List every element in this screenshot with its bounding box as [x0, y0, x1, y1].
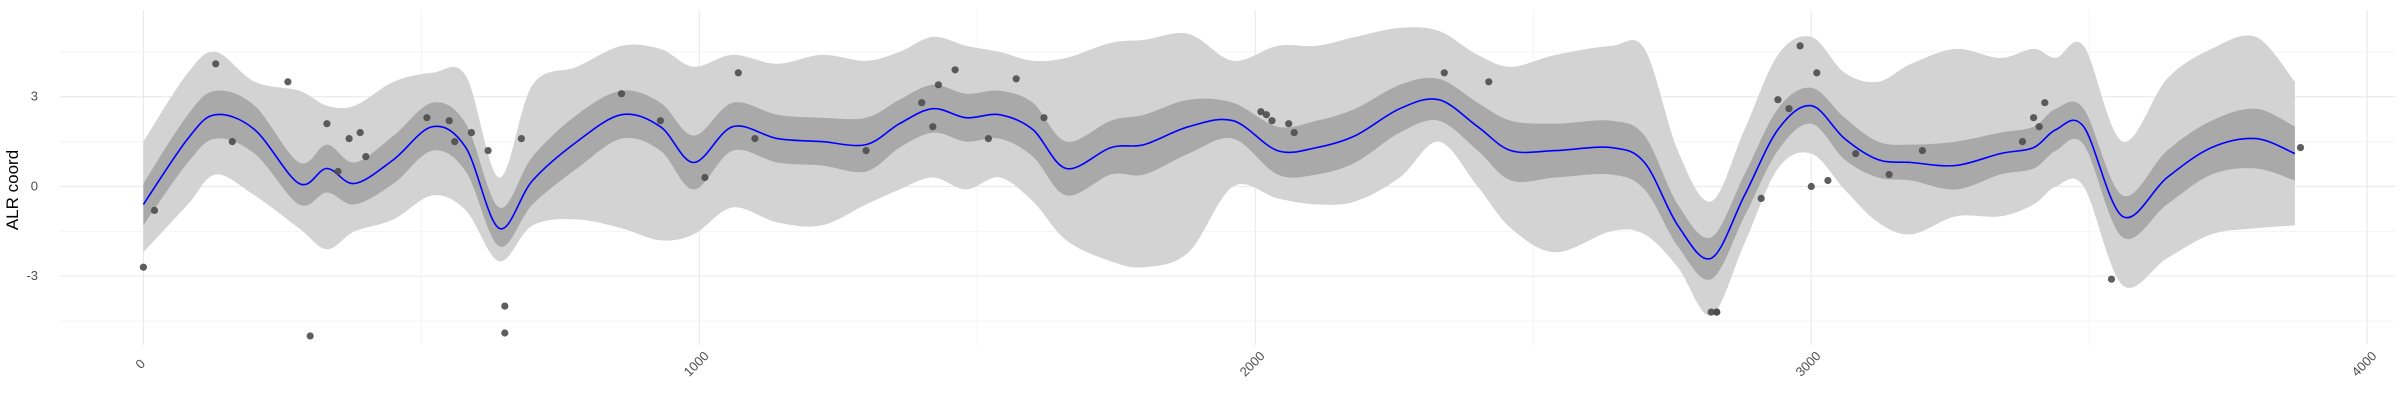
data-point [501, 329, 509, 337]
x-tick-label: 1000 [681, 348, 712, 379]
data-point [1713, 308, 1721, 316]
data-point [656, 117, 665, 125]
data-point [1807, 182, 1815, 191]
outer-band [143, 27, 2295, 316]
inner-band [143, 77, 2295, 280]
data-point [934, 81, 943, 89]
data-point [2296, 144, 2305, 152]
data-point [2107, 275, 2116, 283]
x-tick-labels: 0 1000 2000 3000 4000 [132, 348, 2379, 379]
data-point [284, 78, 292, 86]
data-point [1040, 114, 1048, 122]
data-point [1285, 120, 1293, 128]
data-point [445, 117, 453, 125]
data-point [1918, 147, 1926, 155]
data-point [1885, 170, 1893, 179]
data-point [1707, 308, 1715, 316]
data-point [1012, 75, 1020, 83]
data-point [212, 60, 220, 68]
data-point [228, 138, 236, 146]
data-point [423, 114, 431, 122]
data-point [306, 332, 314, 340]
data-point [451, 138, 459, 146]
data-point [345, 135, 353, 143]
data-point [334, 167, 342, 176]
y-axis-title: ALR coord [3, 150, 22, 230]
data-point [484, 147, 492, 155]
points-layer [139, 42, 2305, 340]
data-point [1290, 129, 1298, 137]
data-point [1757, 194, 1765, 202]
inner-band-layer [143, 77, 2295, 280]
data-point [734, 69, 742, 77]
y-tick-labels: -3 0 3 [26, 89, 38, 283]
data-point [356, 129, 364, 137]
data-point [1852, 150, 1860, 158]
data-point [2030, 114, 2038, 122]
data-point [701, 173, 709, 182]
data-point [862, 147, 870, 155]
data-point [2018, 138, 2027, 146]
data-point [2041, 99, 2049, 107]
data-point [150, 206, 159, 214]
y-tick-label: -3 [26, 268, 38, 283]
data-point [984, 135, 993, 143]
x-tick-label: 0 [132, 356, 148, 372]
y-tick-label: 3 [31, 89, 38, 104]
data-point [1268, 117, 1276, 125]
data-point [1824, 176, 1832, 185]
data-point [1813, 69, 1821, 77]
data-point [323, 120, 331, 128]
mean-line [142, 98, 2296, 260]
data-point [1440, 69, 1448, 77]
x-tick-label: 3000 [1793, 348, 1824, 379]
data-point [362, 153, 370, 161]
data-point [1485, 78, 1493, 86]
data-point [1774, 96, 1782, 104]
data-point [501, 302, 509, 310]
data-point [2035, 123, 2043, 131]
data-point [1262, 111, 1270, 119]
outer-band-layer [143, 27, 2295, 316]
data-point [929, 123, 937, 131]
data-point [467, 129, 475, 137]
data-point [139, 263, 147, 271]
data-point [1257, 108, 1265, 116]
data-point [1796, 42, 1804, 50]
data-point [1785, 105, 1793, 113]
x-tick-label: 4000 [2348, 348, 2379, 379]
data-point [617, 90, 626, 98]
y-tick-label: 0 [31, 178, 38, 193]
x-tick-label: 2000 [1237, 348, 1268, 379]
data-point [918, 99, 926, 107]
data-point [517, 135, 526, 143]
data-point [951, 66, 959, 74]
mean-line-layer [142, 98, 2296, 260]
data-point [751, 135, 759, 143]
